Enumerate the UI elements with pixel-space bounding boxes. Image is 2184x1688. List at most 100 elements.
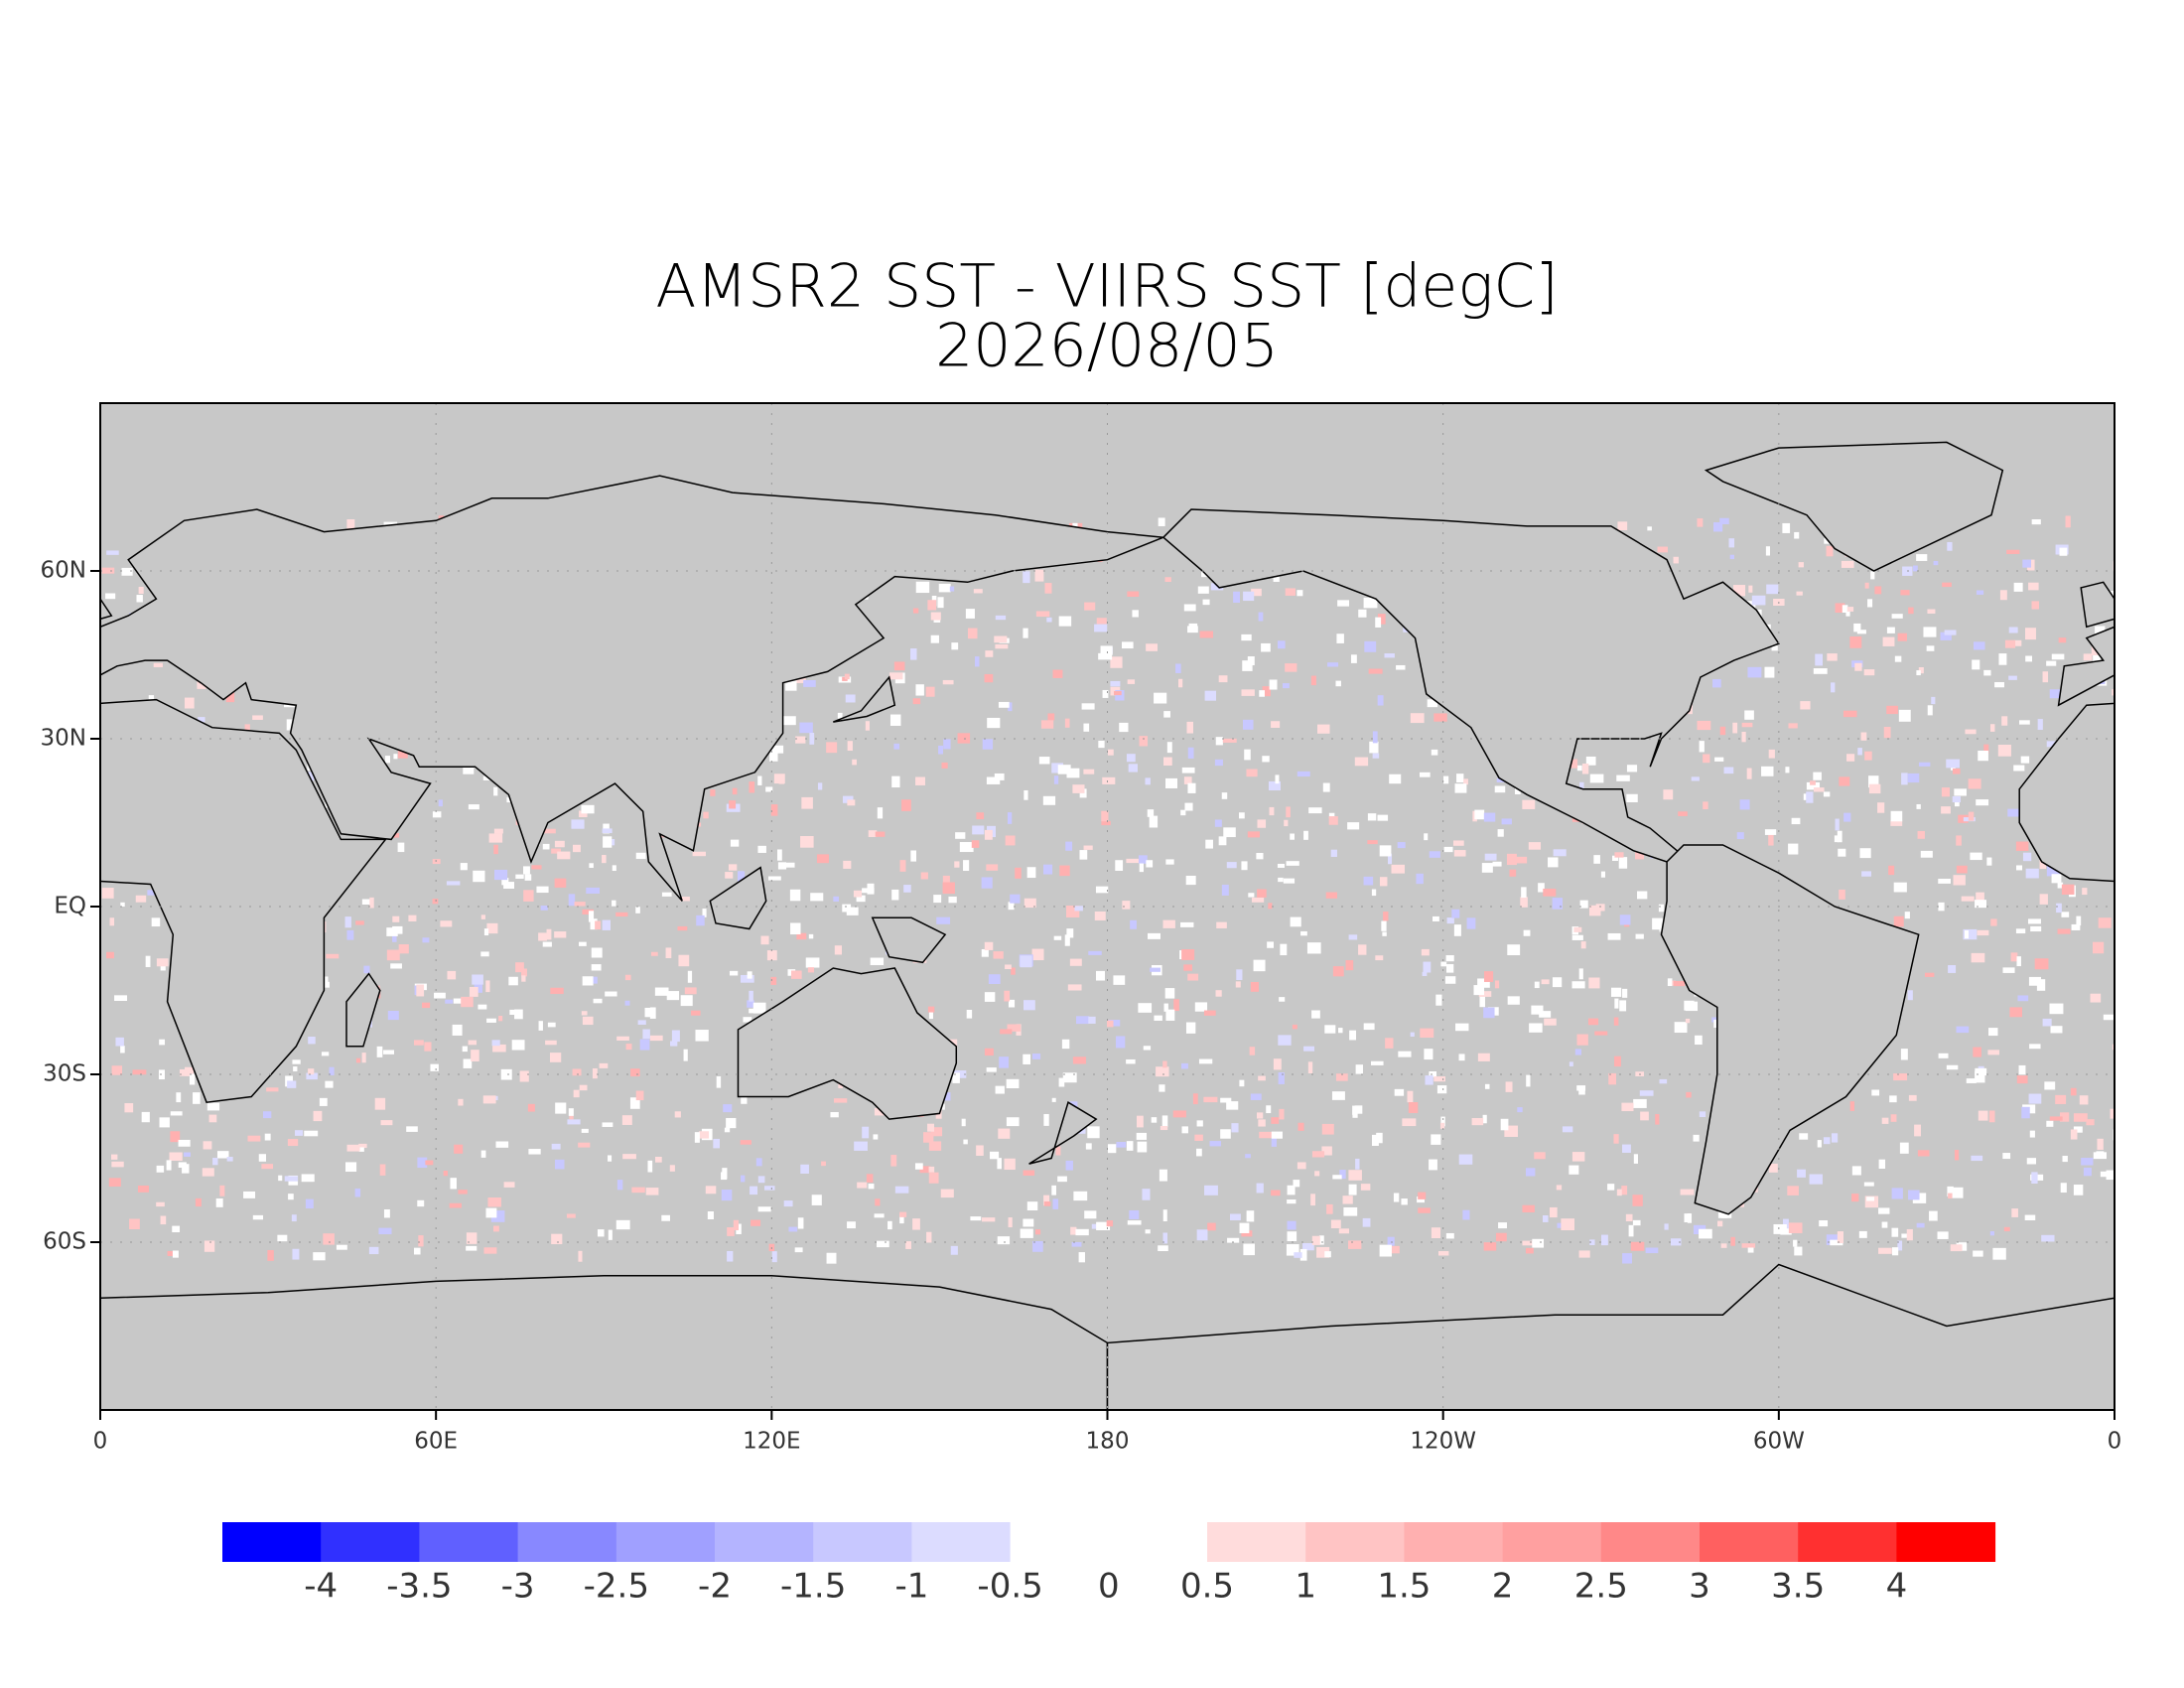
speckle <box>129 1218 140 1230</box>
speckle <box>1026 1201 1038 1211</box>
speckle <box>1864 751 1872 761</box>
speckle <box>1809 1174 1823 1185</box>
speckle <box>1664 1223 1669 1230</box>
speckle <box>615 1219 630 1230</box>
speckle <box>1271 1117 1280 1124</box>
speckle <box>1578 1250 1590 1258</box>
speckle <box>1424 833 1429 841</box>
speckle <box>2100 1171 2112 1178</box>
speckle <box>1345 960 1354 971</box>
speckle <box>1971 1155 1983 1162</box>
speckle <box>973 589 983 594</box>
speckle <box>1989 1230 1994 1236</box>
speckle <box>1132 610 1139 618</box>
speckle <box>1610 987 1622 997</box>
speckle <box>392 932 397 942</box>
speckle <box>1332 1175 1342 1180</box>
speckle <box>1520 897 1528 908</box>
title: AMSR2 SST - VIIRS SST [degC] <box>655 252 1558 322</box>
speckle <box>1278 1035 1292 1046</box>
speckle <box>2083 1167 2092 1177</box>
speckle <box>1407 1090 1414 1103</box>
speckle <box>515 874 524 879</box>
speckle <box>178 1162 187 1168</box>
speckle <box>1236 969 1243 981</box>
speckle <box>1094 624 1108 633</box>
speckle <box>1954 788 1967 796</box>
speckle <box>344 1162 357 1173</box>
speckle <box>1076 1016 1090 1025</box>
speckle <box>1484 1083 1490 1089</box>
speckle <box>582 1016 594 1026</box>
speckle <box>1686 1091 1692 1098</box>
speckle <box>1764 829 1777 835</box>
speckle <box>1477 978 1490 988</box>
speckle <box>1008 702 1013 712</box>
speckle <box>808 933 814 939</box>
speckle <box>1619 1000 1627 1012</box>
speckle <box>1181 767 1195 774</box>
speckle <box>582 909 595 915</box>
speckle <box>954 861 960 868</box>
speckle <box>1600 1234 1608 1246</box>
speckle <box>888 672 903 680</box>
speckle <box>2008 627 2018 633</box>
speckle <box>1534 1152 1546 1160</box>
speckle <box>225 692 235 703</box>
speckle <box>1321 1123 1334 1135</box>
speckle <box>1242 660 1253 671</box>
speckle <box>1401 1198 1408 1205</box>
speckle <box>1331 1091 1345 1100</box>
speckle <box>649 1035 663 1042</box>
speckle <box>1552 977 1563 988</box>
speckle <box>998 701 1010 708</box>
date: 2026/08/05 <box>935 312 1279 381</box>
speckle <box>1453 850 1466 857</box>
speckle <box>1220 1129 1231 1139</box>
speckle <box>1058 616 1072 627</box>
speckle <box>1220 1097 1232 1103</box>
speckle <box>1402 1118 1417 1127</box>
speckle <box>990 1151 1000 1160</box>
speckle <box>252 1214 264 1220</box>
speckle <box>1523 929 1531 936</box>
speckle <box>1244 749 1251 761</box>
speckle <box>1429 851 1440 858</box>
speckle <box>1788 723 1798 729</box>
speckle <box>1431 1227 1441 1238</box>
speckle <box>1917 1150 1930 1157</box>
speckle <box>1926 645 1935 651</box>
speckle <box>1621 1102 1634 1112</box>
speckle <box>1376 1132 1383 1144</box>
speckle <box>846 907 859 915</box>
speckle <box>1163 757 1172 767</box>
speckle <box>1589 774 1604 783</box>
speckle <box>912 608 919 614</box>
speckle <box>1794 1246 1803 1256</box>
speckle <box>1258 1075 1266 1081</box>
speckle <box>1576 1085 1586 1091</box>
speckle <box>1122 641 1134 649</box>
speckle <box>1594 1031 1608 1036</box>
speckle <box>1084 1210 1097 1219</box>
speckle <box>765 786 773 792</box>
speckle <box>1494 785 1506 793</box>
colorbar-segment <box>1010 1522 1110 1562</box>
speckle <box>1065 841 1073 851</box>
speckle <box>1043 1201 1051 1206</box>
speckle <box>972 825 985 835</box>
speckle <box>1839 889 1845 900</box>
speckle <box>1410 713 1425 724</box>
speckle <box>639 1039 650 1051</box>
speckle <box>875 1198 881 1206</box>
speckle <box>170 1111 183 1116</box>
speckle <box>2024 628 2036 640</box>
speckle <box>966 1009 973 1019</box>
speckle <box>137 1185 150 1193</box>
speckle <box>380 1120 393 1126</box>
speckle <box>1973 1047 1981 1057</box>
speckle <box>1024 1000 1035 1011</box>
speckle <box>1197 586 1209 594</box>
speckle <box>1507 996 1520 1005</box>
speckle <box>2073 1185 2084 1196</box>
